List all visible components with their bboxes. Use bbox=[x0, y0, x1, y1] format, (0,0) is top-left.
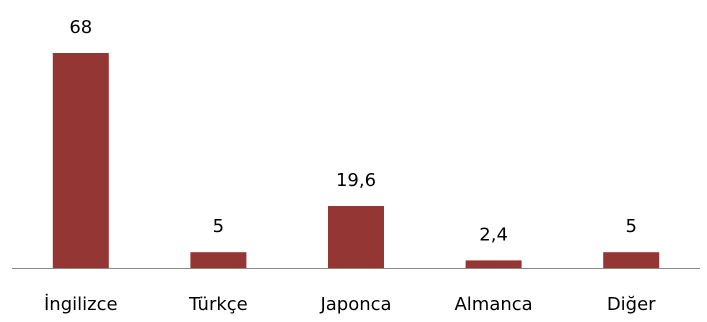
bar-2 bbox=[328, 206, 384, 268]
data-label-4: 5 bbox=[625, 216, 636, 237]
bar-0 bbox=[52, 53, 109, 268]
data-label-0: 68 bbox=[69, 17, 92, 38]
bar-1 bbox=[190, 252, 247, 268]
bar-3 bbox=[465, 260, 522, 268]
data-labels-layer: 68 5 19,6 2,4 5 bbox=[69, 17, 637, 245]
data-label-1: 5 bbox=[213, 216, 224, 237]
x-tick-labels-layer: İngilizce Türkçe Japonca Almanca Diğer bbox=[44, 294, 656, 315]
x-tick-label-4: Diğer bbox=[607, 294, 656, 315]
bar-4 bbox=[603, 252, 660, 268]
data-label-2: 19,6 bbox=[336, 170, 376, 191]
x-tick-label-2: Japonca bbox=[319, 294, 391, 315]
x-tick-label-3: Almanca bbox=[454, 294, 532, 315]
bars-layer bbox=[52, 53, 660, 268]
x-tick-label-0: İngilizce bbox=[44, 294, 118, 315]
x-tick-label-1: Türkçe bbox=[188, 294, 248, 315]
data-label-3: 2,4 bbox=[479, 224, 508, 245]
